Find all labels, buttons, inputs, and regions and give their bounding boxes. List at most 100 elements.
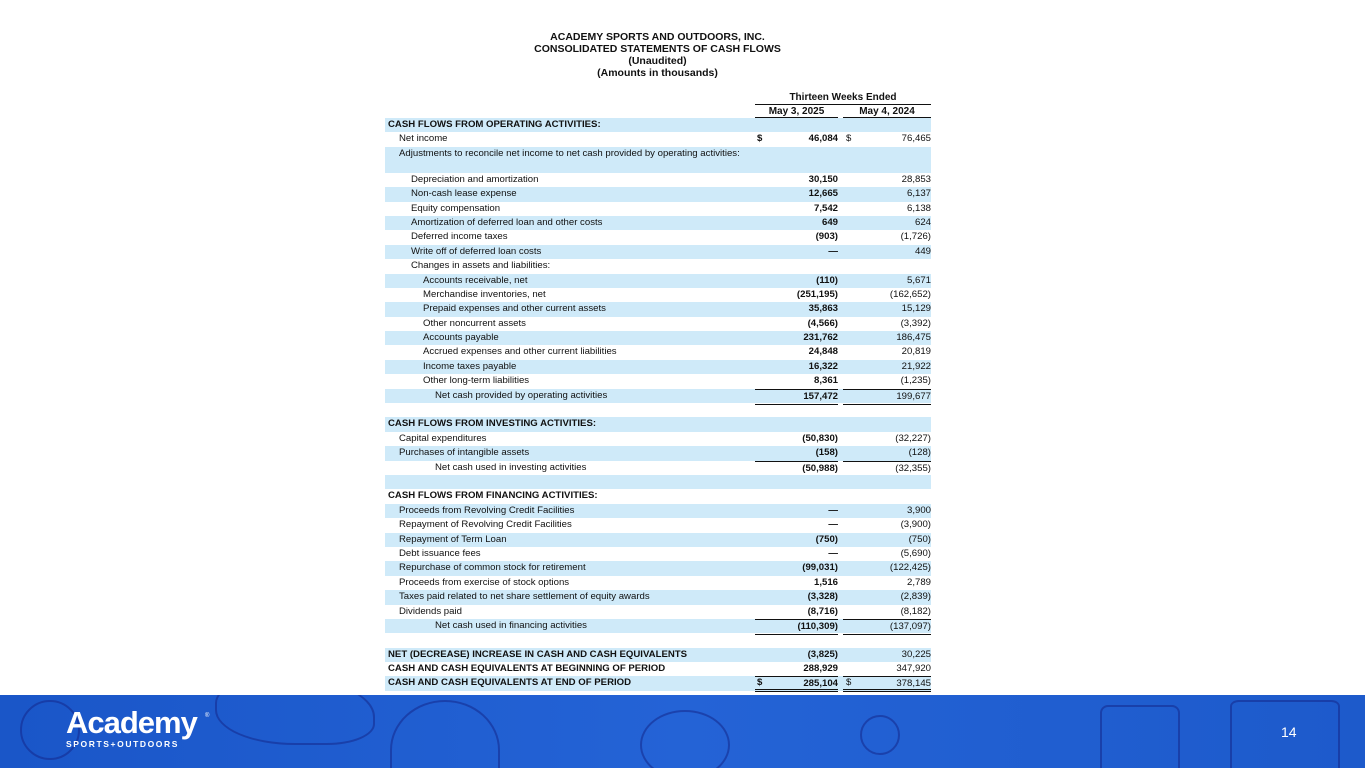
value-2025: (3,328) xyxy=(807,591,838,603)
value-2024: 6,138 xyxy=(906,202,931,214)
row-label: Net cash used in investing activities xyxy=(435,461,587,473)
table-row: Write off of deferred loan costs — 449 xyxy=(385,244,931,260)
value-2025: 285,104 xyxy=(755,676,838,693)
row-label: Equity compensation xyxy=(411,202,501,214)
row-label: Changes in assets and liabilities: xyxy=(411,260,551,272)
row-label: Repayment of Revolving Credit Facilities xyxy=(399,519,572,531)
value-2025: (903) xyxy=(815,231,838,243)
row-label: CASH AND CASH EQUIVALENTS AT BEGINNING O… xyxy=(388,663,666,675)
cash-flow-table: Thirteen Weeks Ended May 3, 2025 May 4, … xyxy=(385,90,931,693)
table-row: Depreciation and amortization 30,150 28,85… xyxy=(385,173,931,187)
row-label: Accounts payable xyxy=(423,332,499,344)
value-2024: 76,465 xyxy=(901,133,931,145)
table-row: Net cash used in financing activities (11… xyxy=(385,618,931,636)
value-2025: 8,361 xyxy=(813,375,838,387)
value-2025: 30,150 xyxy=(808,173,838,185)
table-row: Deferred income taxes (903) (1,726) xyxy=(385,230,931,244)
row-label: Net cash provided by operating activitie… xyxy=(435,389,608,401)
value-2024: (2,839) xyxy=(900,591,931,603)
table-row: Net income $ $46,084 76,465 xyxy=(385,132,931,146)
table-row xyxy=(385,403,931,417)
table-row: Other noncurrent assets (4,566) (3,392) xyxy=(385,317,931,331)
row-label: Depreciation and amortization xyxy=(411,173,539,185)
row-label: Other noncurrent assets xyxy=(423,317,526,329)
table-row: NET (DECREASE) INCREASE IN CASH AND CASH… xyxy=(385,647,931,663)
table-row: CASH FLOWS FROM FINANCING ACTIVITIES: xyxy=(385,489,931,503)
value-2025: — xyxy=(828,245,838,257)
value-2025: (50,830) xyxy=(802,432,838,444)
row-label: Other long-term liabilities xyxy=(423,375,530,387)
row-label: Net cash used in financing activities xyxy=(435,619,587,631)
table-row: Merchandise inventories, net (251,195) (16… xyxy=(385,288,931,302)
table-row: CASH FLOWS FROM OPERATING ACTIVITIES: xyxy=(385,118,931,133)
table-row: Accrued expenses and other current liabi… xyxy=(385,345,931,359)
value-2025: (158) xyxy=(815,447,838,459)
row-label: Net income xyxy=(399,133,448,145)
row-label: Merchandise inventories, net xyxy=(423,288,546,300)
value-2025: 1,516 xyxy=(813,576,838,588)
value-2024: 2,789 xyxy=(906,576,931,588)
value-2024: 347,920 xyxy=(896,663,931,675)
row-label: Prepaid expenses and other current asset… xyxy=(423,303,606,315)
row-label: Write off of deferred loan costs xyxy=(411,245,542,257)
currency-symbol: $ xyxy=(846,133,852,145)
row-label: Taxes paid related to net share settleme… xyxy=(399,591,650,603)
table-row: Accounts receivable, net (110) 5,671 xyxy=(385,273,931,288)
row-label: Income taxes payable xyxy=(423,360,517,372)
table-row: Dividends paid (8,716) (8,182) xyxy=(385,605,931,619)
table-row: Repayment of Revolving Credit Facilities… xyxy=(385,518,931,532)
row-label: Proceeds from Revolving Credit Facilitie… xyxy=(399,504,575,516)
value-2025: (251,195) xyxy=(796,288,838,300)
table-row: Debt issuance fees — (5,690) xyxy=(385,547,931,561)
footer-banner: Academy SPORTS+OUTDOORS ® 14 xyxy=(0,695,1365,768)
value-2024: 21,922 xyxy=(901,360,931,372)
registered-mark-icon: ® xyxy=(205,713,210,719)
table-row: Accounts payable 231,762 186,475 xyxy=(385,331,931,346)
value-2024: (1,235) xyxy=(900,375,931,387)
row-label: Accounts receivable, net xyxy=(423,274,528,286)
row-label: Deferred income taxes xyxy=(411,231,508,243)
value-2025: 12,665 xyxy=(808,188,838,200)
row-label: Purchases of intangible assets xyxy=(399,447,530,459)
value-2024: 28,853 xyxy=(901,173,931,185)
table-row: Amortization of deferred loan and other … xyxy=(385,215,931,231)
value-2025: 16,322 xyxy=(808,360,838,372)
value-2024: 449 xyxy=(914,245,931,257)
row-label: CASH AND CASH EQUIVALENTS AT END OF PERI… xyxy=(388,677,632,689)
decor-tent xyxy=(390,700,500,768)
table-row: CASH AND CASH EQUIVALENTS AT END OF PERI… xyxy=(385,676,931,693)
value-2025: 157,472 xyxy=(755,388,838,406)
audit-status: (Unaudited) xyxy=(628,55,687,67)
value-2024: 30,225 xyxy=(901,648,931,660)
value-2024: 186,475 xyxy=(896,332,931,344)
value-2024: (137,097) xyxy=(843,618,931,636)
table-row: Purchases of intangible assets (158) (128) xyxy=(385,446,931,461)
decor-chair xyxy=(1100,705,1180,768)
logo-tagline: SPORTS+OUTDOORS xyxy=(66,739,180,749)
value-2025: 35,863 xyxy=(808,303,838,315)
value-2024: (8,182) xyxy=(900,605,931,617)
statement-name: CONSOLIDATED STATEMENTS OF CASH FLOWS xyxy=(534,43,781,55)
row-label: Adjustments to reconcile net income to n… xyxy=(399,147,740,159)
value-2024: 5,671 xyxy=(906,274,931,286)
statement-title: ACADEMY SPORTS AND OUTDOORS, INC. CONSOL… xyxy=(0,31,1315,79)
value-2025: (110,309) xyxy=(755,618,838,636)
decor-duck xyxy=(640,710,730,768)
decor-shape xyxy=(20,700,80,760)
table-row: Repurchase of common stock for retiremen… xyxy=(385,561,931,576)
table-row: Proceeds from exercise of stock options 1… xyxy=(385,576,931,590)
value-2024: (122,425) xyxy=(889,562,931,574)
row-label: CASH FLOWS FROM INVESTING ACTIVITIES: xyxy=(388,418,597,430)
row-label: Non-cash lease expense xyxy=(411,188,517,200)
table-row xyxy=(385,474,931,490)
row-label: Dividends paid xyxy=(399,605,462,617)
table-row: Net cash provided by operating activitie… xyxy=(385,388,931,406)
value-2024: (3,392) xyxy=(900,317,931,329)
table-row: Net cash used in investing activities (50… xyxy=(385,460,931,477)
value-2024: 6,137 xyxy=(906,188,931,200)
table-body: CASH FLOWS FROM OPERATING ACTIVITIES: Net… xyxy=(385,118,931,693)
currency-symbol: $ xyxy=(846,677,852,689)
value-2025: (8,716) xyxy=(807,605,838,617)
table-row: Adjustments to reconcile net income to n… xyxy=(385,146,931,173)
value-2024: 199,677 xyxy=(843,388,931,406)
